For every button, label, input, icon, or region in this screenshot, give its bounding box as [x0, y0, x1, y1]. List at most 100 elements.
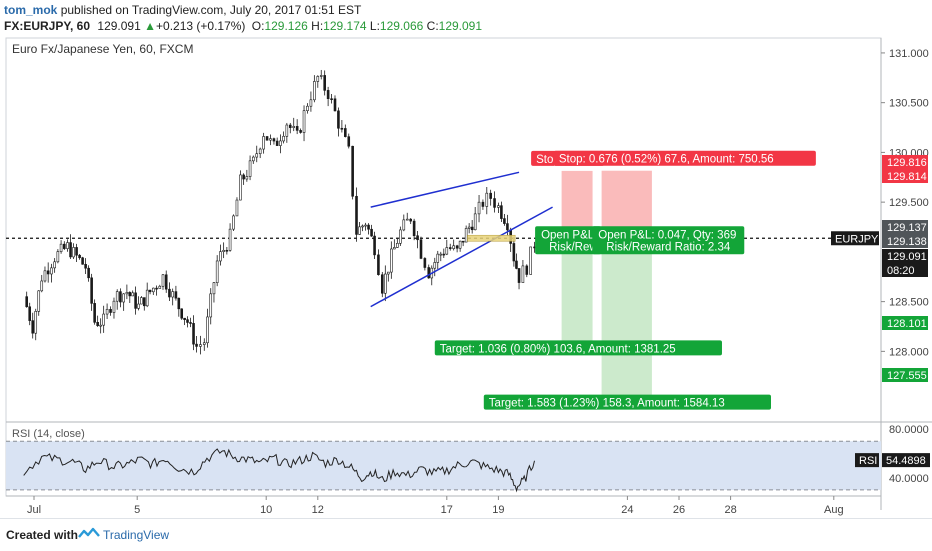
candle-body	[306, 105, 309, 112]
candle-body	[337, 110, 340, 129]
price-axis-badge: 129.091	[887, 251, 927, 263]
candle-body	[416, 235, 419, 241]
candle-body	[436, 253, 440, 263]
candle-body	[119, 291, 122, 303]
candle-body	[40, 280, 44, 292]
candle-body	[481, 201, 485, 207]
candle-body	[302, 110, 306, 133]
up-arrow-icon: ▲	[144, 19, 157, 33]
candle-body	[148, 289, 152, 293]
stop-label-2: Stop: 0.676 (0.52%) 67.6, Amount: 750.56	[559, 154, 774, 166]
candle-body	[232, 215, 235, 230]
candle-body	[419, 239, 423, 259]
symbol-tag-bg	[831, 231, 879, 246]
price-axis-badge-bg	[882, 155, 928, 169]
candle-body	[282, 135, 285, 142]
open-label: O:	[251, 19, 265, 33]
tradingview-link[interactable]: TradingView	[103, 528, 170, 542]
candle-body	[174, 291, 178, 299]
candle-body	[25, 296, 28, 308]
candle-body	[134, 292, 137, 309]
candle-body	[455, 245, 459, 249]
author-link[interactable]: tom_mok	[4, 3, 58, 17]
target-zone-2	[601, 238, 652, 396]
candle-body	[279, 140, 282, 146]
price-axis-badge-bg	[882, 263, 928, 277]
tradingview-logo-icon	[78, 527, 100, 538]
candle-body	[515, 260, 518, 269]
candle-body	[390, 248, 393, 273]
candle-body	[242, 174, 245, 180]
candle-body	[195, 343, 198, 347]
candle-body	[37, 290, 41, 312]
candle-body	[506, 223, 509, 231]
candle-body	[355, 195, 358, 235]
candle-body	[272, 138, 276, 142]
candle-body	[364, 224, 367, 227]
candle-body	[50, 267, 53, 275]
candle-body	[412, 220, 416, 237]
candle-body	[192, 323, 195, 345]
candle-body	[399, 229, 402, 244]
candle-body	[202, 342, 206, 345]
candle-body	[467, 226, 471, 229]
candle-body	[299, 130, 302, 133]
published-text: published on TradingView.com, July 20, 2…	[60, 3, 362, 17]
candle-body	[512, 243, 516, 262]
candle-body	[131, 292, 134, 297]
candle-body	[265, 136, 269, 141]
candle-body	[168, 288, 171, 298]
candle-body	[112, 300, 116, 313]
candle-body	[252, 156, 255, 162]
candle-body	[155, 287, 158, 290]
candle-body	[442, 253, 446, 256]
wedge-lower-line	[370, 206, 553, 308]
candle-body	[384, 273, 387, 294]
open-value: 129.126	[264, 19, 308, 33]
candle-body	[452, 245, 455, 249]
rsi-tag-bg	[855, 453, 879, 468]
candle-body	[56, 251, 60, 263]
candle-body	[489, 192, 492, 199]
candle-body	[137, 303, 140, 309]
candle-body	[275, 140, 279, 146]
entry-label-1-bg	[535, 226, 602, 255]
candle-body	[183, 317, 186, 320]
candle-body	[309, 99, 313, 107]
close-value: 129.091	[438, 19, 483, 33]
candle-body	[93, 303, 96, 323]
candle-body	[235, 199, 239, 217]
symbol-tag: EURJPY	[835, 233, 879, 245]
candle-body	[330, 98, 333, 101]
candle-body	[370, 228, 373, 237]
candle-body	[323, 75, 326, 91]
candle-body	[470, 226, 474, 231]
candle-body	[340, 127, 344, 130]
candle-body	[105, 308, 109, 315]
high-label: H:	[311, 19, 324, 33]
candle-body	[180, 308, 184, 319]
y-tick-label: 128.500	[889, 297, 929, 309]
candle-body	[186, 319, 189, 323]
low-value: 129.066	[379, 19, 424, 33]
candle-body	[69, 242, 72, 258]
candle-body	[222, 249, 225, 252]
last-price: 129.091	[97, 19, 141, 33]
header-line-1: tom_mok published on TradingView.com, Ju…	[4, 3, 361, 17]
target-label-2: Target: 1.583 (1.23%) 158.3, Amount: 158…	[489, 398, 725, 410]
candle-body	[313, 81, 316, 101]
candle-body	[140, 297, 143, 305]
x-tick-label: Jul	[27, 504, 41, 516]
candle-body	[171, 291, 174, 298]
target-label-2-bg	[483, 394, 771, 410]
price-axis-badge-bg	[882, 220, 928, 234]
price-change: +0.213 (+0.17%)	[156, 19, 246, 33]
candle-body	[59, 243, 63, 252]
candle-body	[255, 153, 259, 158]
high-value: 129.174	[323, 19, 367, 33]
candle-body	[316, 76, 320, 82]
candle-body	[189, 322, 192, 324]
y-tick-label: 129.500	[889, 197, 929, 209]
candle-body	[125, 292, 129, 295]
price-chart[interactable]: Euro Fx/Japanese Yen, 60, FXCM 131.000 130…	[0, 0, 932, 518]
